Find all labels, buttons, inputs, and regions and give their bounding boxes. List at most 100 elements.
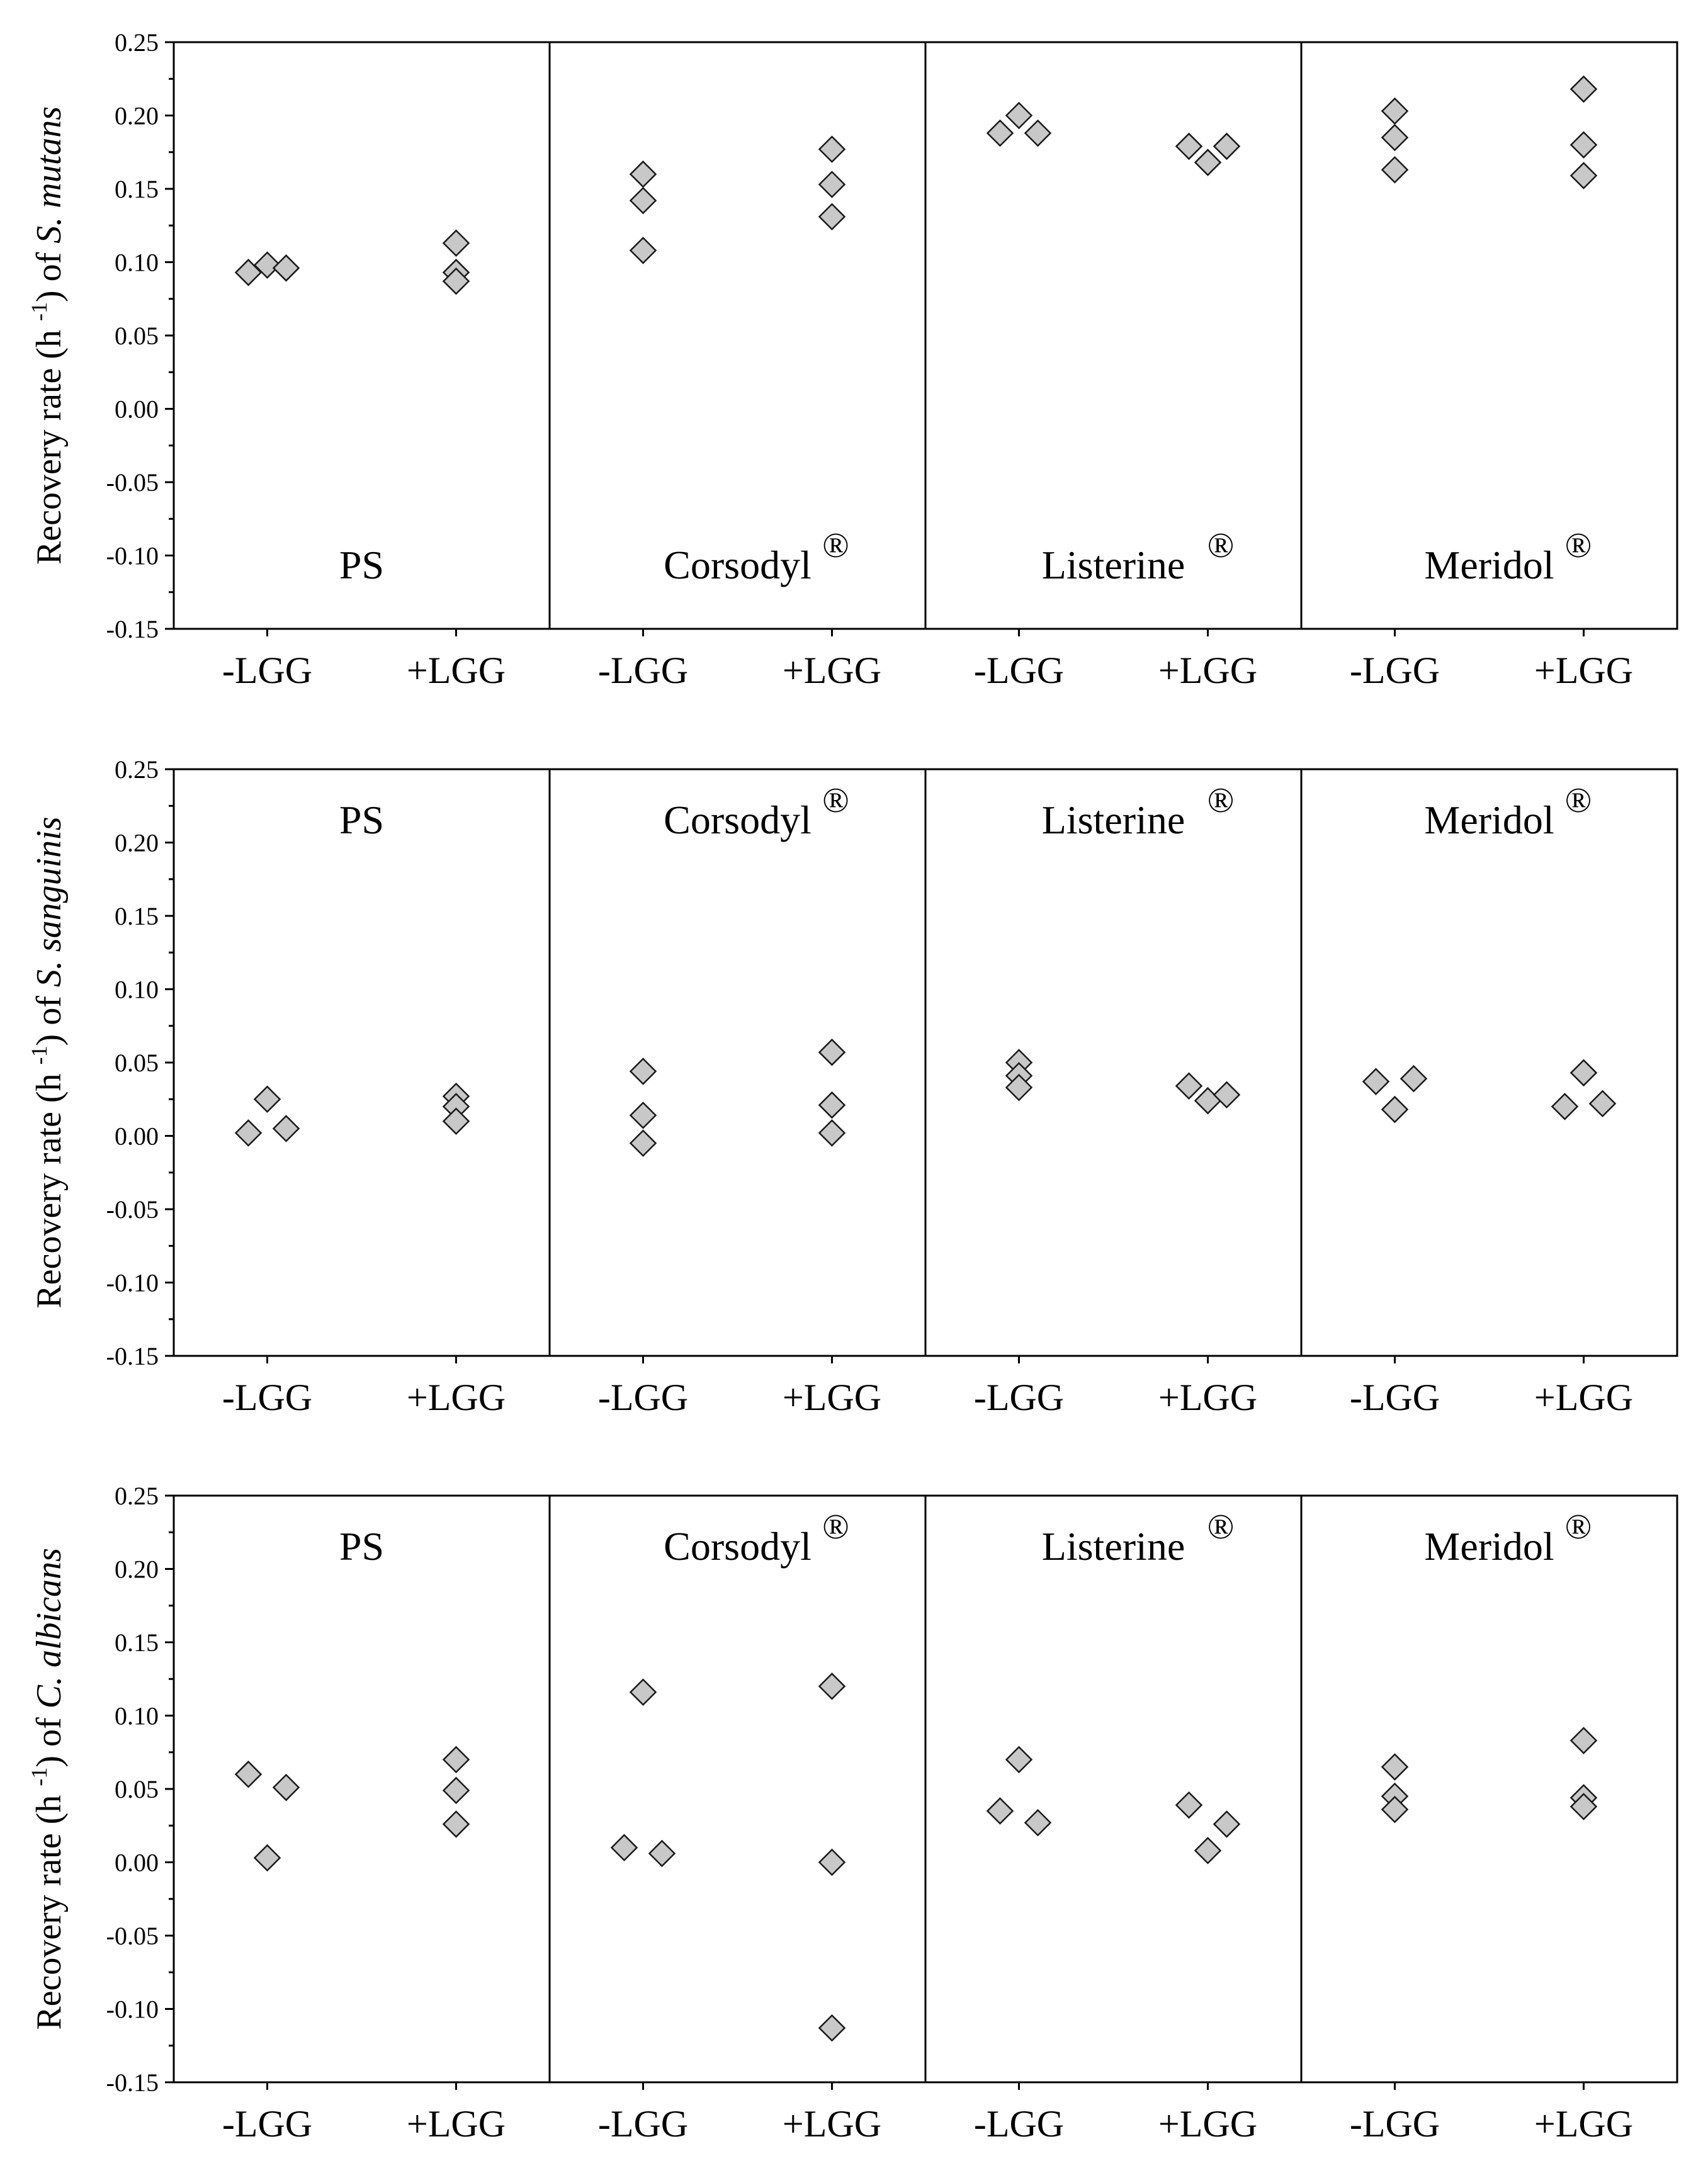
x-category-label: +LGG	[1534, 650, 1633, 691]
y-axis-label-middle: ) of	[30, 1708, 69, 1767]
registered-mark: ®	[822, 781, 849, 820]
data-point	[818, 203, 846, 231]
data-point	[1569, 1793, 1598, 1820]
data-point	[1569, 162, 1598, 189]
data-point	[442, 1107, 470, 1135]
data-point	[818, 135, 846, 163]
y-tick-label: -0.15	[106, 2068, 159, 2097]
data-point	[629, 237, 657, 264]
y-tick-label: -0.10	[106, 1269, 159, 1297]
data-point	[1194, 1837, 1222, 1864]
y-tick-label: 0.10	[115, 1702, 159, 1730]
y-tick-label: 0.10	[115, 976, 159, 1004]
data-point	[1381, 1795, 1409, 1824]
x-category-label: -LGG	[1350, 1377, 1440, 1418]
panel-label-ps: PS	[339, 798, 384, 842]
registered-mark: ®	[1565, 1508, 1592, 1547]
panel-label-meridol: Meridol	[1424, 543, 1554, 587]
data-point	[1362, 1068, 1390, 1096]
x-category-label: -LGG	[598, 650, 688, 691]
y-tick-label: 0.25	[115, 28, 159, 57]
panel-label-ps: PS	[339, 543, 384, 587]
y-tick-label: -0.10	[106, 542, 159, 570]
panel-label-listerine: Listerine	[1042, 543, 1185, 587]
x-category-label: -LGG	[1350, 2103, 1440, 2145]
data-point	[442, 229, 470, 257]
data-point	[1381, 155, 1409, 184]
y-tick-label: 0.05	[115, 322, 159, 350]
data-point	[610, 1834, 638, 1861]
y-axis-label-organism: S. mutans	[30, 106, 69, 244]
data-point	[1024, 119, 1052, 147]
data-point	[818, 2014, 846, 2042]
panel-label-corsodyl: Corsodyl	[664, 798, 812, 842]
data-point	[629, 1058, 657, 1085]
panel-label-listerine: Listerine	[1042, 798, 1185, 842]
data-point	[442, 1746, 470, 1774]
y-axis-label: Recovery rate (h -1) of S. mutans	[26, 106, 69, 565]
x-category-label: +LGG	[1158, 650, 1257, 691]
y-tick-label: 0.25	[115, 1482, 159, 1510]
data-point	[629, 186, 657, 215]
data-point	[234, 1119, 263, 1147]
data-point	[1175, 1072, 1203, 1100]
panel-label-corsodyl: Corsodyl	[664, 1524, 812, 1569]
x-category-label: +LGG	[783, 650, 881, 691]
registered-mark: ®	[1565, 526, 1592, 565]
y-axis-label-superscript: -1	[26, 1768, 52, 1786]
data-point	[629, 160, 657, 188]
data-point	[1175, 1791, 1203, 1819]
data-point	[818, 171, 846, 198]
data-point	[986, 1797, 1014, 1825]
chart-3: 0.25 0.20 0.15 0.10 0.05 0.00 -0.05 -0.10 -0.15 R…	[26, 1482, 1678, 2145]
data-point	[1381, 1753, 1409, 1781]
y-tick-label: 0.10	[115, 249, 159, 277]
y-axis-label-prefix: Recovery rate (h	[30, 321, 69, 565]
data-point	[1024, 1808, 1052, 1837]
data-point	[1381, 1095, 1409, 1124]
data-point	[442, 268, 470, 295]
data-point	[1381, 123, 1409, 152]
data-point	[253, 251, 281, 279]
y-tick-label: -0.15	[106, 615, 159, 643]
y-tick-label: 0.20	[115, 1555, 159, 1584]
y-tick-label: 0.05	[115, 1775, 159, 1803]
x-category-label: +LGG	[1158, 1377, 1257, 1418]
y-tick-label: -0.10	[106, 1995, 159, 2024]
data-point	[272, 1115, 300, 1142]
panel-label-ps: PS	[339, 1524, 384, 1569]
data-point	[1213, 1810, 1241, 1838]
registered-mark: ®	[1207, 781, 1235, 820]
data-point	[272, 254, 300, 282]
y-axis-label-organism: C. albicans	[30, 1548, 69, 1708]
data-point	[818, 1038, 846, 1066]
x-category-label: -LGG	[598, 2103, 688, 2145]
data-point	[1005, 101, 1033, 130]
x-category-label: +LGG	[783, 1377, 881, 1418]
data-point	[1213, 132, 1241, 161]
data-point	[629, 1678, 657, 1706]
y-tick-label: 0.00	[115, 395, 159, 424]
registered-mark: ®	[1207, 526, 1235, 565]
data-point	[442, 1810, 470, 1838]
data-point	[272, 1773, 300, 1802]
data-point	[1005, 1746, 1033, 1774]
data-point	[253, 1844, 281, 1872]
data-point	[629, 1102, 657, 1129]
y-tick-label: 0.20	[115, 102, 159, 130]
data-point	[1569, 75, 1598, 103]
data-point	[818, 1119, 846, 1147]
y-tick-label: 0.15	[115, 1628, 159, 1657]
data-point	[1400, 1064, 1428, 1093]
y-axis-label-middle: ) of	[30, 244, 69, 302]
data-point	[1569, 1059, 1598, 1087]
y-tick-label: -0.05	[106, 1922, 159, 1950]
data-point	[629, 1129, 657, 1157]
x-category-label: -LGG	[974, 650, 1064, 691]
panel-label-meridol: Meridol	[1424, 1524, 1554, 1569]
y-axis-label-superscript: -1	[26, 1046, 52, 1064]
data-point	[986, 119, 1014, 147]
y-tick-label: 0.20	[115, 829, 159, 857]
data-point	[234, 1760, 263, 1788]
